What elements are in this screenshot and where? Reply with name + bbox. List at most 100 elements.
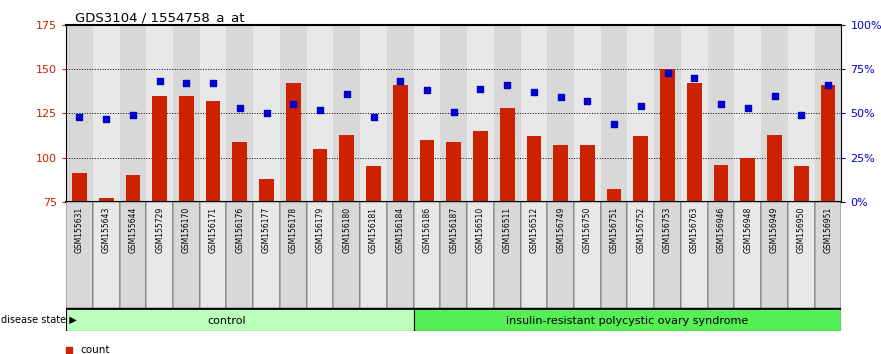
Bar (226, 25, 253, 202)
Point (661, 70, 675, 75)
Bar (681, 202, 707, 308)
Bar (307, 202, 333, 308)
Text: control: control (207, 316, 246, 326)
Point (607, 121, 621, 127)
Bar (447, 142, 461, 202)
Text: GSM156511: GSM156511 (503, 207, 512, 253)
Bar (815, 25, 841, 202)
Bar (601, 202, 627, 308)
Bar (313, 149, 328, 202)
Point (420, 87, 434, 93)
Bar (527, 136, 541, 202)
Bar (146, 25, 173, 202)
Point (687, 75, 701, 81)
Bar (72, 173, 87, 202)
Bar (66, 25, 93, 202)
Bar (173, 25, 200, 202)
Bar (286, 83, 300, 202)
Bar (280, 202, 307, 308)
Bar (93, 25, 120, 202)
Bar (179, 96, 194, 202)
Point (794, 112, 808, 118)
Text: GSM156512: GSM156512 (529, 207, 538, 253)
Bar (200, 25, 226, 202)
Point (393, 79, 407, 84)
Bar (126, 175, 140, 202)
Bar (226, 202, 253, 308)
Bar (66, 202, 93, 308)
Text: GSM156951: GSM156951 (824, 207, 833, 253)
Bar (120, 25, 146, 202)
Point (286, 102, 300, 107)
Bar (521, 202, 547, 308)
Bar (333, 202, 360, 308)
Bar (339, 135, 354, 202)
Bar (761, 25, 788, 202)
Bar (788, 25, 815, 202)
Bar (393, 85, 408, 202)
Bar (93, 202, 120, 308)
Bar (707, 25, 735, 202)
Point (473, 86, 487, 91)
Bar (735, 25, 761, 202)
Bar (440, 202, 467, 308)
Bar (820, 85, 835, 202)
Bar (413, 308, 841, 331)
Bar (735, 202, 761, 308)
Bar (413, 25, 440, 202)
Bar (681, 25, 707, 202)
Bar (419, 140, 434, 202)
Bar (173, 202, 200, 308)
Bar (333, 25, 360, 202)
Bar (387, 25, 413, 202)
Bar (521, 25, 547, 202)
Bar (740, 158, 755, 202)
Text: insulin-resistant polycystic ovary syndrome: insulin-resistant polycystic ovary syndr… (507, 316, 749, 326)
Bar (633, 136, 648, 202)
Bar (467, 202, 494, 308)
Point (206, 80, 220, 86)
Point (100, 116, 114, 121)
Text: disease state ▶: disease state ▶ (1, 314, 77, 325)
Bar (574, 202, 601, 308)
Bar (307, 25, 333, 202)
Text: GSM155644: GSM155644 (129, 207, 137, 253)
Bar (687, 83, 701, 202)
Bar (200, 202, 226, 308)
Point (767, 93, 781, 98)
Point (366, 114, 381, 120)
Point (63, 348, 77, 353)
Bar (120, 202, 146, 308)
Bar (440, 25, 467, 202)
Point (714, 102, 728, 107)
Bar (473, 131, 488, 202)
Text: GSM156750: GSM156750 (583, 207, 592, 253)
Bar (66, 308, 413, 331)
Bar (360, 25, 387, 202)
Bar (655, 202, 681, 308)
Bar (794, 166, 809, 202)
Point (152, 79, 167, 84)
Bar (206, 101, 220, 202)
Bar (467, 25, 494, 202)
Text: GSM156510: GSM156510 (476, 207, 485, 253)
Bar (761, 202, 788, 308)
Text: GSM156171: GSM156171 (209, 207, 218, 253)
Bar (99, 198, 114, 202)
Text: GSM155729: GSM155729 (155, 207, 164, 253)
Point (126, 112, 140, 118)
Text: GSM156763: GSM156763 (690, 207, 699, 253)
Text: GSM156749: GSM156749 (556, 207, 565, 253)
Point (340, 91, 354, 97)
Text: GSM156752: GSM156752 (636, 207, 646, 253)
Bar (788, 202, 815, 308)
Text: GSM156176: GSM156176 (235, 207, 244, 253)
Bar (152, 96, 167, 202)
Bar (553, 145, 568, 202)
Point (260, 110, 274, 116)
Text: GSM155643: GSM155643 (101, 207, 111, 253)
Bar (146, 202, 173, 308)
Bar (547, 25, 574, 202)
Text: GSM156170: GSM156170 (181, 207, 191, 253)
Bar (360, 202, 387, 308)
